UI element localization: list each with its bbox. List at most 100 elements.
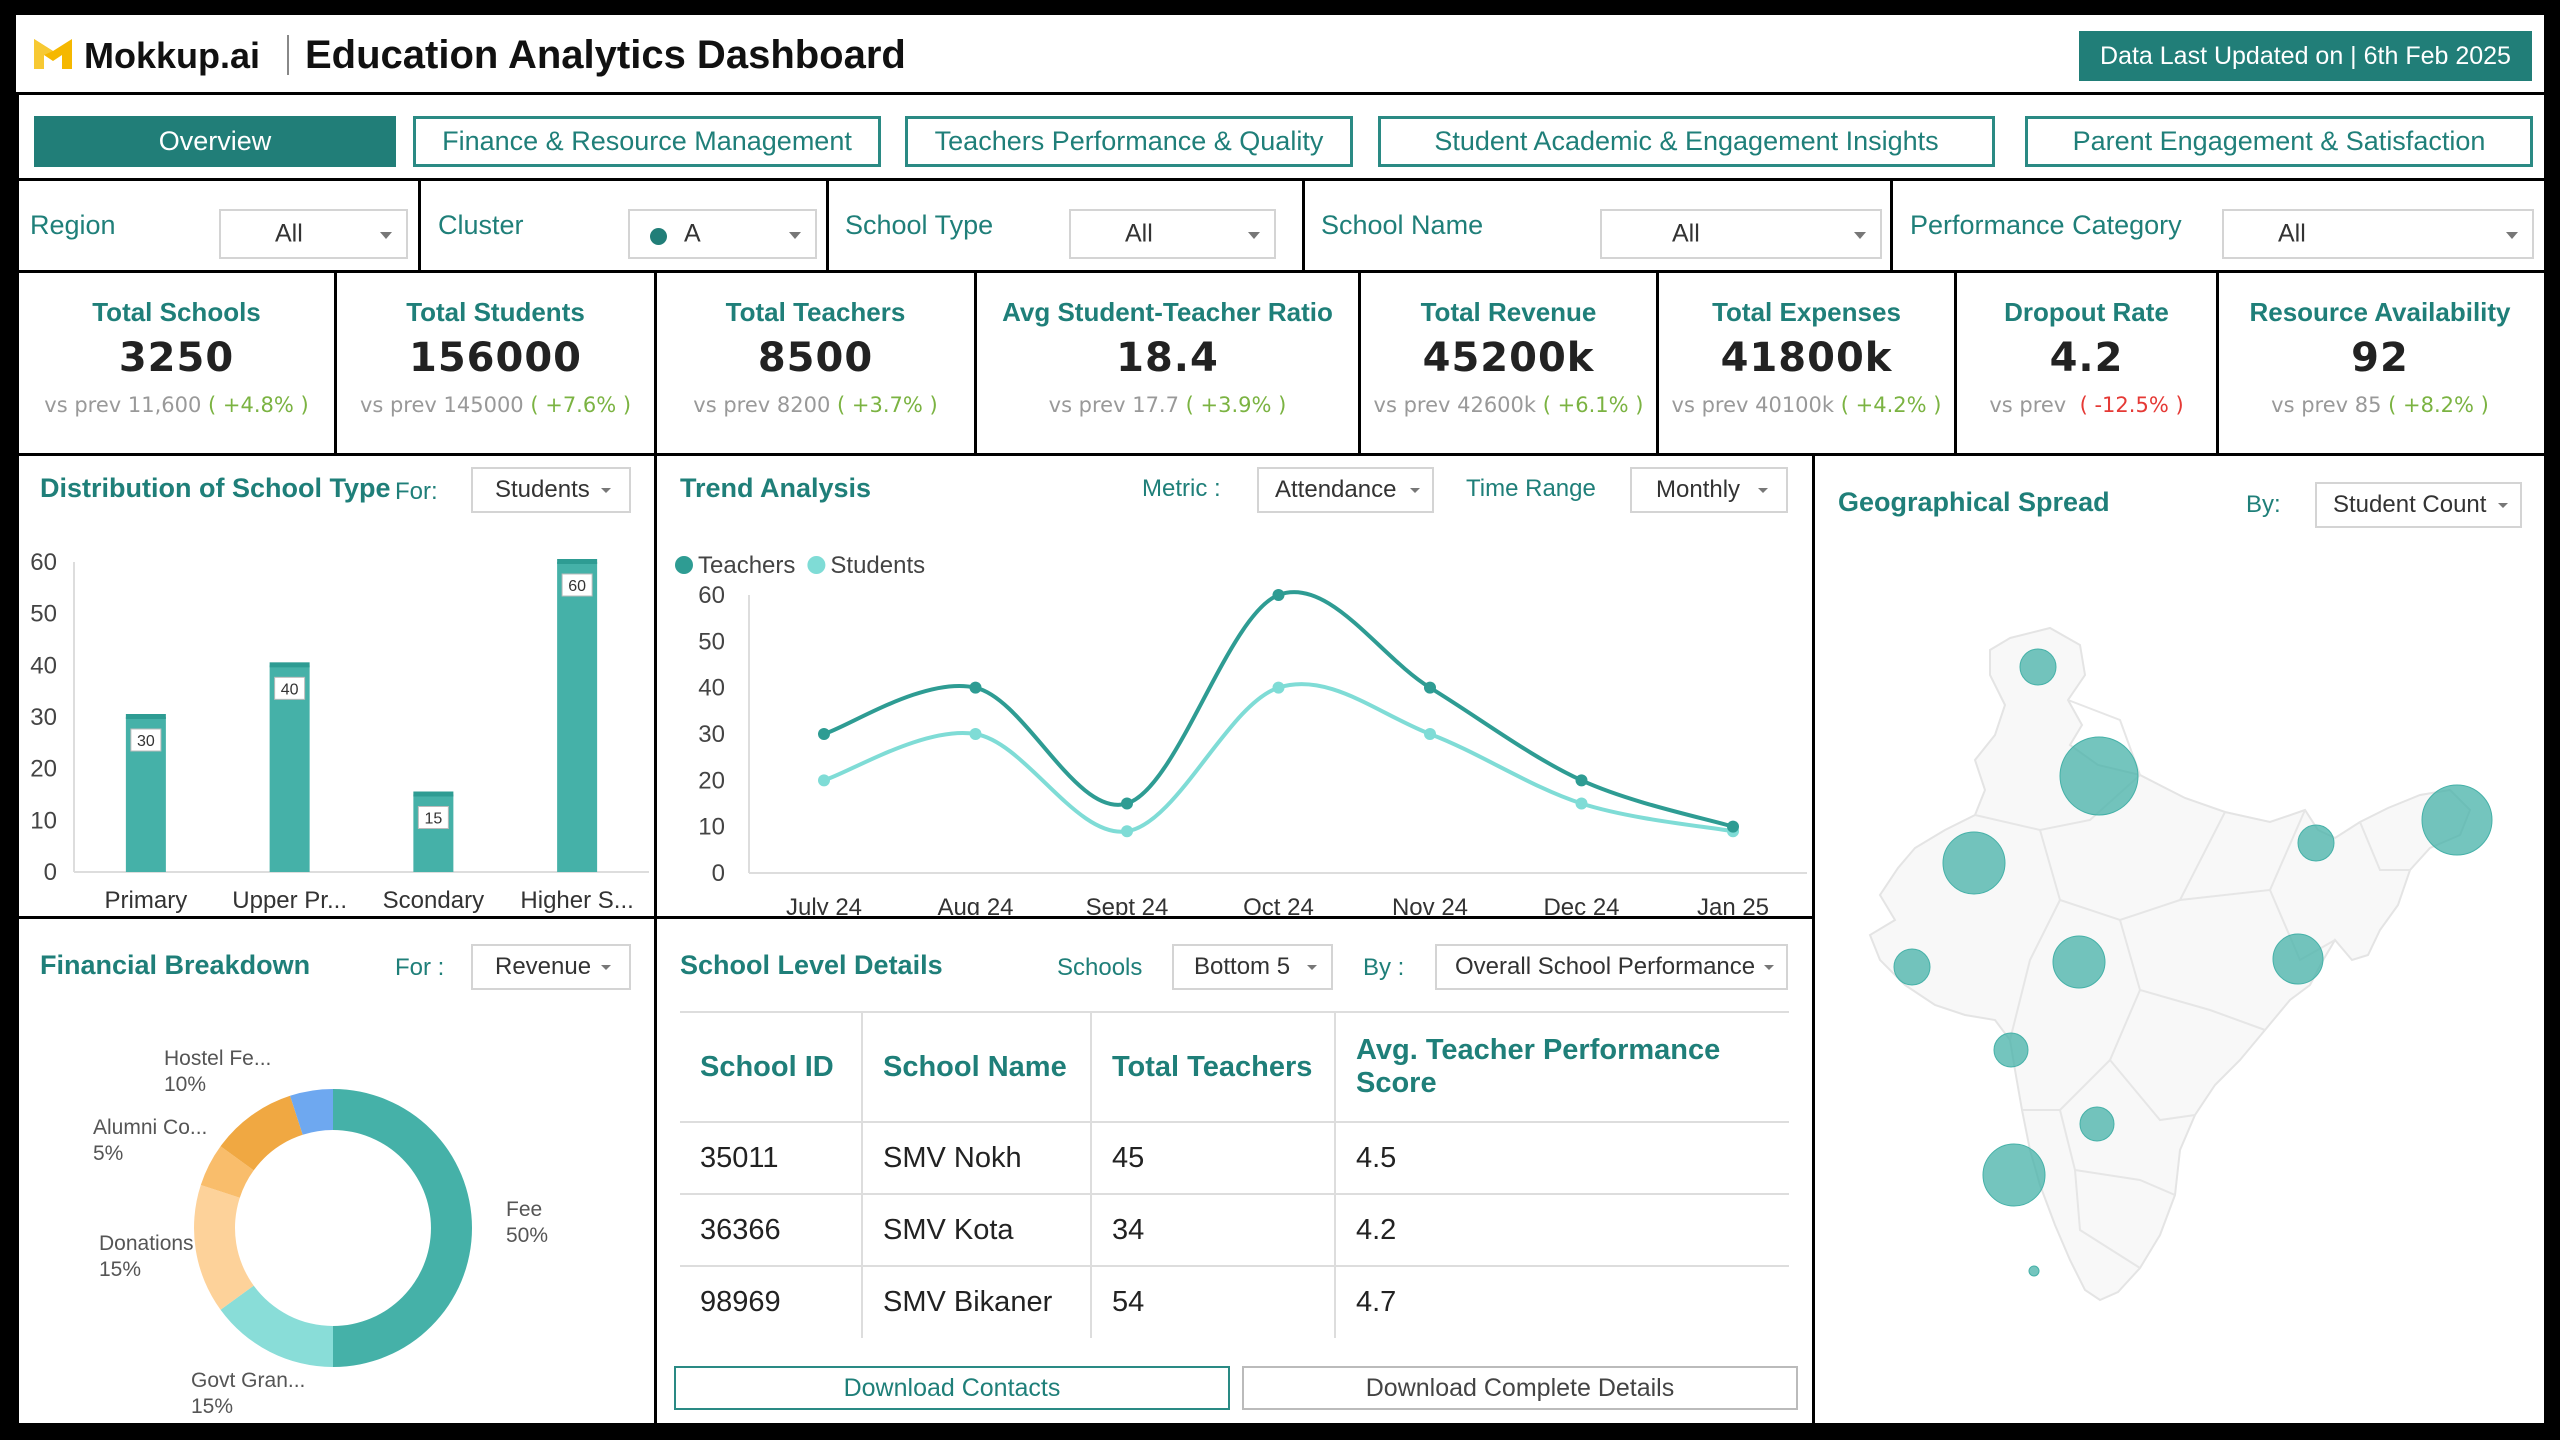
table-cell: 35011 bbox=[680, 1122, 862, 1195]
column-header[interactable]: School ID bbox=[680, 1011, 862, 1123]
kpi-change: ( +8.2% ) bbox=[2388, 393, 2489, 417]
filter-school-name-label: School Name bbox=[1321, 210, 1484, 240]
download-contacts-button[interactable]: Download Contacts bbox=[674, 1366, 1230, 1410]
y-tick-label: 20 bbox=[698, 767, 725, 794]
tab-student[interactable]: Student Academic & Engagement Insights bbox=[1378, 116, 1995, 167]
geo-bubble[interactable] bbox=[2019, 648, 2057, 686]
trend-range-dropdown[interactable]: Monthly bbox=[1630, 467, 1788, 513]
x-tick-label: Scondary bbox=[383, 887, 484, 914]
geo-bubble[interactable] bbox=[2052, 935, 2106, 989]
geo-bubble[interactable] bbox=[2272, 933, 2324, 985]
geo-bubble[interactable] bbox=[2028, 1265, 2040, 1277]
x-tick-label: Nov 24 bbox=[1392, 894, 1468, 915]
data-label: 40 bbox=[281, 681, 299, 698]
by-dropdown[interactable]: Overall School Performance bbox=[1435, 944, 1788, 990]
data-point bbox=[1121, 825, 1133, 838]
geo-bubble[interactable] bbox=[2421, 784, 2493, 856]
trend-metric-value: Attendance bbox=[1275, 476, 1397, 503]
slice-percent: 15% bbox=[99, 1258, 141, 1281]
data-point bbox=[1575, 774, 1588, 787]
data-point bbox=[818, 728, 830, 740]
kpi-prev: vs prev 40100k bbox=[1671, 393, 1835, 417]
by-label: By : bbox=[1363, 954, 1405, 981]
x-tick-label: July 24 bbox=[786, 894, 862, 915]
by-value: Overall School Performance bbox=[1455, 953, 1756, 980]
x-tick-label: Higher S... bbox=[520, 887, 633, 914]
data-point bbox=[1121, 797, 1133, 810]
kpi-dropout-rate: Dropout Rate 4.2 vs prev ( -12.5% ) bbox=[1957, 275, 2216, 453]
kpi-prev: vs prev 85 bbox=[2271, 393, 2382, 417]
kpi-value: 4.2 bbox=[2049, 335, 2124, 381]
kpi-total-revenue: Total Revenue 45200k vs prev 42600k ( +6… bbox=[1361, 275, 1656, 453]
country-outline bbox=[1868, 626, 2472, 1302]
geo-bubble[interactable] bbox=[1893, 948, 1931, 986]
kpi-change: ( -12.5% ) bbox=[2079, 393, 2184, 417]
geo-bubble[interactable] bbox=[2297, 824, 2335, 862]
data-label-box bbox=[561, 573, 593, 597]
kpi-change: ( +4.2% ) bbox=[1840, 393, 1942, 417]
schools-dropdown[interactable]: Bottom 5 bbox=[1172, 944, 1333, 990]
tab-finance[interactable]: Finance & Resource Management bbox=[413, 116, 881, 167]
page-title: Education Analytics Dashboard bbox=[305, 33, 906, 77]
column-header[interactable]: Total Teachers bbox=[1090, 1011, 1335, 1123]
kpi-value: 92 bbox=[2351, 335, 2409, 381]
data-point bbox=[1727, 820, 1739, 833]
geo-bubble[interactable] bbox=[1993, 1032, 2029, 1068]
filter-cluster-label: Cluster bbox=[438, 210, 524, 240]
column-header[interactable]: Avg. Teacher Performance Score bbox=[1334, 1011, 1789, 1123]
bar bbox=[557, 562, 598, 872]
financial-for-dropdown[interactable]: Revenue bbox=[471, 944, 631, 990]
tab-parent[interactable]: Parent Engagement & Satisfaction bbox=[2025, 116, 2533, 167]
chevron-down-icon bbox=[1764, 965, 1774, 970]
slice-percent: 50% bbox=[506, 1224, 548, 1247]
kpi-strip bbox=[16, 273, 2544, 456]
table-row[interactable]: 36366 SMV Kota 34 4.2 bbox=[680, 1194, 1789, 1267]
donut-slice bbox=[220, 1095, 303, 1171]
bar-cap bbox=[557, 559, 598, 564]
y-tick-label: 50 bbox=[698, 628, 725, 655]
geo-bubbles bbox=[1893, 648, 2493, 1277]
tab-overview[interactable]: Overview bbox=[34, 116, 396, 167]
donut-slice bbox=[290, 1089, 333, 1135]
tab-teachers[interactable]: Teachers Performance & Quality bbox=[905, 116, 1353, 167]
series-line-students bbox=[823, 682, 1734, 834]
geo-bubble[interactable] bbox=[2059, 736, 2139, 816]
geo-by-dropdown[interactable]: Student Count bbox=[2315, 482, 2522, 528]
schools-label: Schools bbox=[1057, 954, 1143, 981]
table-row[interactable]: 98969 SMV Bikaner 54 4.7 bbox=[680, 1266, 1789, 1338]
data-label: 60 bbox=[568, 578, 586, 595]
y-tick-label: 40 bbox=[30, 652, 57, 679]
column-header[interactable]: School Name bbox=[861, 1011, 1091, 1123]
geo-title: Geographical Spread bbox=[1838, 487, 2110, 517]
mokkup-logo-icon bbox=[34, 39, 72, 69]
table-cell: 98969 bbox=[700, 1286, 781, 1318]
filter-region-dropdown[interactable]: All bbox=[219, 209, 408, 259]
filter-cluster-value: A bbox=[684, 219, 701, 248]
geo-bubble[interactable] bbox=[1982, 1143, 2046, 1207]
trend-metric-dropdown[interactable]: Attendance bbox=[1257, 467, 1434, 513]
kpi-title: Avg Student-Teacher Ratio bbox=[1002, 297, 1333, 327]
filter-school-type-dropdown[interactable]: All bbox=[1069, 209, 1276, 259]
filter-cluster-dropdown[interactable]: A bbox=[628, 209, 817, 259]
distribution-for-dropdown[interactable]: Students bbox=[471, 467, 631, 513]
chevron-down-icon bbox=[1307, 965, 1317, 970]
table-row[interactable]: 35011 SMV Nokh 45 4.5 bbox=[680, 1122, 1789, 1195]
x-tick-label: Primary bbox=[105, 887, 188, 914]
x-tick-label: Jan 25 bbox=[1697, 894, 1769, 915]
kpi-title: Total Schools bbox=[92, 297, 261, 327]
geo-by-value: Student Count bbox=[2333, 491, 2487, 518]
dashboard-frame: Mokkup.ai Education Analytics Dashboard … bbox=[16, 15, 2544, 1423]
kpi-prev: vs prev 42600k bbox=[1373, 393, 1537, 417]
filter-school-name-dropdown[interactable]: All bbox=[1600, 209, 1882, 259]
filter-performance-dropdown[interactable]: All bbox=[2222, 209, 2534, 259]
geo-bubble[interactable] bbox=[1942, 831, 2006, 895]
geo-bubble[interactable] bbox=[2079, 1106, 2115, 1142]
download-complete-details-button[interactable]: Download Complete Details bbox=[1242, 1366, 1798, 1410]
kpi-change: ( +3.7% ) bbox=[837, 393, 938, 417]
y-tick-label: 60 bbox=[30, 549, 57, 576]
bar-cap bbox=[413, 791, 454, 797]
filter-school-name-value: All bbox=[1672, 219, 1700, 248]
x-tick-label: Dec 24 bbox=[1543, 894, 1619, 915]
table-cell: 54 bbox=[1090, 1266, 1335, 1338]
filter-school-type-label: School Type bbox=[845, 210, 994, 240]
